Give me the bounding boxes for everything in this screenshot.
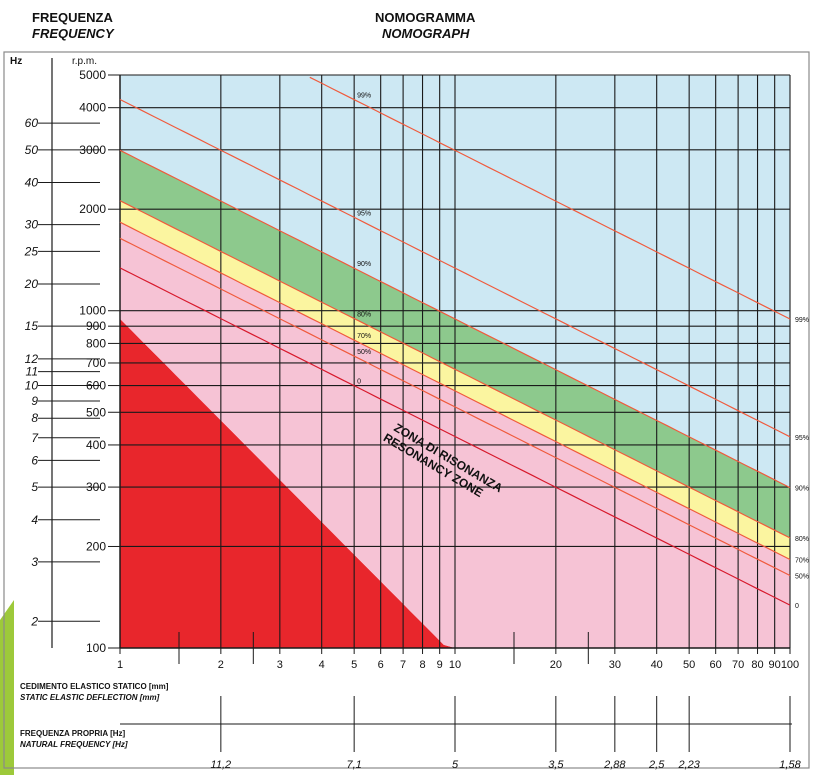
hz-tick-label: 15 (25, 319, 39, 333)
natural-frequency-tick-label: 7,1 (347, 759, 362, 771)
x-tick-label: 30 (609, 659, 621, 671)
series-lines (119, 76, 791, 606)
rpm-tick-label: 4000 (79, 101, 106, 115)
x-tick-label: 2 (218, 659, 224, 671)
series-label-right: 95% (795, 435, 809, 442)
hz-tick-label: 2 (30, 614, 38, 628)
series-line-99pct (309, 76, 791, 320)
hz-tick-label: 9 (31, 394, 38, 408)
series-label-right: 70% (795, 557, 809, 564)
series-line-0 (119, 267, 791, 606)
natural-frequency-label-it: FREQUENZA PROPRIA [Hz] (20, 729, 126, 738)
rpm-tick-label: 400 (86, 438, 106, 452)
x-tick-label: 50 (683, 659, 695, 671)
left-green-strip (0, 600, 14, 775)
series-line-50pct (119, 237, 791, 577)
hz-tick-label: 8 (31, 411, 38, 425)
hz-tick-label: 11 (26, 365, 38, 379)
hz-tick-label: 25 (24, 244, 39, 258)
hz-tick-label: 6 (31, 453, 38, 467)
hz-tick-label: 40 (25, 176, 39, 190)
x-tick-label: 6 (378, 659, 384, 671)
series-label-inside: 95% (357, 210, 371, 217)
hz-tick-label: 50 (25, 143, 39, 157)
x-tick-label: 7 (400, 659, 406, 671)
hz-unit: Hz (10, 56, 22, 67)
natural-frequency-tick-label: 1,58 (779, 759, 801, 771)
x-tick-label: 90 (769, 659, 781, 671)
series-label-inside: 70% (357, 333, 371, 340)
hz-tick-label: 60 (25, 116, 39, 130)
x-tick-label: 1 (117, 659, 123, 671)
hz-tick-label: 3 (31, 555, 38, 569)
chart-frame (3, 51, 810, 769)
series-label-inside: 50% (357, 349, 371, 356)
series-line-90pct (119, 149, 791, 489)
x-tick-label: 5 (351, 659, 357, 671)
hz-tick-label: 30 (25, 218, 39, 232)
series-label-inside: 0 (357, 379, 361, 386)
x-tick-label: 100 (781, 659, 799, 671)
rpm-tick-label: 1000 (79, 304, 106, 318)
rpm-tick-label: 3000 (79, 143, 106, 157)
rpm-tick-label: 200 (86, 539, 106, 553)
rpm-tick-label: 2000 (79, 202, 106, 216)
series-label-right: 90% (795, 486, 809, 493)
natural-frequency-tick-label: 2,88 (603, 759, 626, 771)
x-tick-label: 40 (651, 659, 663, 671)
rpm-tick-label: 100 (86, 641, 106, 655)
series-label-right: 50% (795, 574, 809, 581)
red-resonance-zone (120, 318, 790, 648)
x-tick-label: 70 (732, 659, 744, 671)
natural-frequency-tick-label: 2,5 (648, 759, 665, 771)
hz-tick-label: 20 (24, 277, 39, 291)
axis-labels: 1 2 3 4 5 6 7 8 9 10 20 30 40 50 60 70 80 90 1005000400030… (24, 68, 809, 771)
natural-frequency-label-en: NATURAL FREQUENCY [Hz] (20, 740, 128, 749)
series-line-95pct (119, 98, 791, 438)
series-label-right: 0 (795, 603, 799, 610)
x-tick-label: 20 (550, 659, 562, 671)
rpm-unit: r.p.m. (72, 56, 97, 67)
x-tick-label: 4 (319, 659, 325, 671)
natural-frequency-tick-label: 5 (452, 759, 459, 771)
rpm-tick-label: 500 (86, 405, 106, 419)
nomograph-subtitle: NOMOGRAPH (382, 26, 470, 41)
natural-frequency-tick-label: 3,5 (548, 759, 564, 771)
hz-tick-label: 10 (25, 379, 39, 393)
hz-tick-label: 7 (31, 431, 39, 445)
rpm-tick-label: 600 (86, 379, 106, 393)
series-label-right: 80% (795, 536, 809, 543)
series-label-inside: 90% (357, 261, 371, 268)
hz-tick-label: 5 (31, 480, 38, 494)
rpm-tick-label: 800 (86, 336, 106, 350)
x-tick-label: 3 (277, 659, 283, 671)
natural-frequency-tick-label: 2,23 (677, 759, 700, 771)
nomograph-title: NOMOGRAMMA (375, 10, 476, 25)
series-label-right: 99% (795, 317, 809, 324)
x-tick-label: 9 (437, 659, 443, 671)
frequency-subtitle: FREQUENCY (32, 26, 114, 41)
grid-lines (38, 58, 792, 752)
rpm-tick-label: 900 (86, 319, 106, 333)
rpm-tick-label: 700 (86, 356, 106, 370)
hz-tick-label: 12 (25, 352, 39, 366)
x-tick-label: 60 (710, 659, 722, 671)
rpm-tick-label: 300 (86, 480, 106, 494)
deflection-label-en: STATIC ELASTIC DEFLECTION [mm] (20, 693, 160, 702)
x-tick-label: 8 (419, 659, 425, 671)
x-tick-label: 80 (751, 659, 763, 671)
x-tick-label: 10 (449, 659, 461, 671)
deflection-label-it: CEDIMENTO ELASTICO STATICO [mm] (20, 682, 169, 691)
series-label-inside: 99% (357, 93, 371, 100)
rpm-tick-label: 5000 (79, 68, 106, 82)
natural-frequency-tick-label: 11,2 (211, 759, 232, 771)
series-line-70pct (119, 221, 791, 561)
hz-tick-label: 4 (31, 513, 38, 527)
series-label-inside: 80% (357, 312, 371, 319)
frequency-title: FREQUENZA (32, 10, 113, 25)
series-line-80pct (119, 200, 791, 539)
